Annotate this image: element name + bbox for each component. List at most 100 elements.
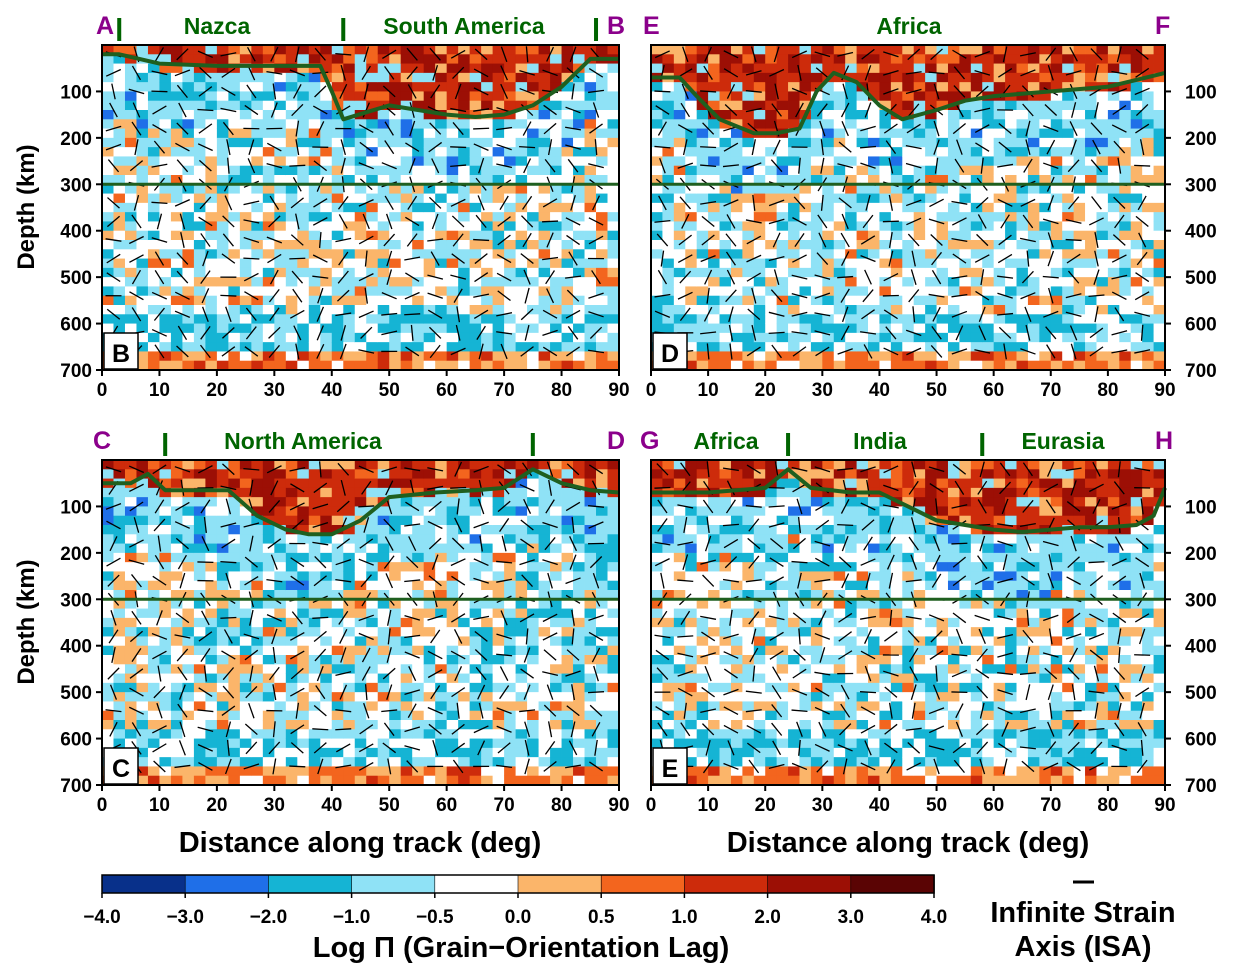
heat-cell (170, 469, 183, 479)
heat-cell (170, 110, 183, 120)
isa-tick (1094, 250, 1099, 267)
heat-cell (753, 277, 766, 287)
heat-cell (446, 54, 459, 64)
heat-cell (492, 91, 505, 102)
heat-cell (285, 497, 298, 507)
heat-cell (285, 552, 298, 563)
heat-cell (856, 249, 869, 259)
heat-cell (1153, 314, 1166, 324)
region-label: South America (383, 13, 545, 39)
heat-cell (947, 277, 960, 287)
heat-cell (879, 323, 892, 334)
heat-cell (285, 286, 298, 297)
isa-tick (294, 46, 300, 63)
heat-cell (182, 580, 195, 591)
heat-cell (297, 682, 310, 693)
heat-cell (182, 487, 195, 498)
heat-cell (446, 184, 459, 194)
heat-cell (1016, 193, 1029, 204)
heat-cell (354, 249, 367, 259)
y-tick-label: 500 (60, 268, 92, 289)
heat-cell (239, 757, 252, 767)
heat-cell (799, 72, 812, 83)
heat-cell (1027, 258, 1040, 269)
heat-cell (147, 137, 160, 148)
heat-cell (662, 147, 675, 157)
heat-cell (216, 497, 229, 507)
heat-cell (662, 193, 675, 204)
heat-cell (1119, 63, 1132, 74)
heat-cell (147, 72, 160, 83)
isa-tick (384, 121, 394, 136)
heat-cell (776, 249, 789, 259)
isa-tick (430, 84, 441, 99)
heat-cell (856, 267, 869, 278)
heat-cell (527, 137, 539, 148)
heat-cell (993, 258, 1006, 269)
heat-cell (1050, 258, 1063, 269)
heat-cell (366, 175, 379, 185)
heat-cell (1096, 100, 1109, 111)
heat-cell (423, 332, 436, 343)
heat-cell (147, 54, 160, 64)
heat-cell (936, 72, 949, 83)
heat-cell (936, 314, 949, 324)
x-tick-label: 80 (551, 380, 572, 401)
heat-cell (216, 571, 229, 582)
heat-cell (170, 240, 183, 250)
heat-cell (753, 221, 766, 232)
heat-cell (573, 323, 585, 334)
heat-cell (331, 305, 344, 315)
isa-tick (1025, 324, 1031, 341)
isa-tick (702, 122, 715, 135)
isa-tick (314, 85, 327, 98)
heat-cell (389, 147, 402, 157)
isa-tick (221, 67, 236, 78)
heat-cell (936, 119, 949, 129)
heat-cell (1119, 221, 1132, 232)
heat-cell (423, 156, 436, 167)
heat-cell (400, 720, 413, 730)
heat-cell (170, 747, 183, 758)
heat-cell (1039, 314, 1052, 324)
heat-cell (159, 534, 172, 544)
heat-cell (251, 682, 264, 693)
heat-cell (331, 323, 344, 334)
heat-cell (1027, 360, 1040, 371)
heat-cell (308, 487, 321, 498)
heat-cell (515, 240, 528, 250)
isa-tick (770, 289, 783, 303)
heat-cell (308, 212, 321, 222)
heat-cell (170, 258, 183, 269)
heat-cell (947, 323, 960, 334)
heat-cell (274, 72, 287, 83)
heat-cell (685, 258, 698, 269)
heat-cell (492, 277, 505, 287)
isa-tick (975, 142, 990, 152)
heat-cell (550, 240, 562, 250)
heat-cell (366, 627, 379, 637)
heat-cell (776, 119, 789, 129)
heat-cell (753, 258, 766, 269)
heat-cell (856, 295, 869, 306)
heat-cell (936, 305, 949, 315)
heat-cell (170, 82, 183, 92)
heat-cell (239, 766, 252, 777)
heat-cell (765, 72, 778, 83)
heat-cell (331, 478, 344, 489)
isa-tick (178, 102, 187, 118)
isa-tick (931, 326, 942, 340)
isa-tick (222, 233, 234, 247)
heat-cell (159, 230, 172, 241)
heat-cell (377, 63, 390, 74)
heat-cell (366, 258, 379, 269)
heat-cell (492, 156, 505, 167)
heat-cell (124, 599, 137, 609)
heat-cell (607, 323, 620, 334)
heat-cell (708, 342, 720, 352)
heat-cell (216, 692, 229, 702)
heat-cell (1096, 305, 1109, 315)
isa-tick (954, 158, 965, 173)
heat-cell (719, 342, 732, 352)
heat-cell (147, 165, 160, 176)
